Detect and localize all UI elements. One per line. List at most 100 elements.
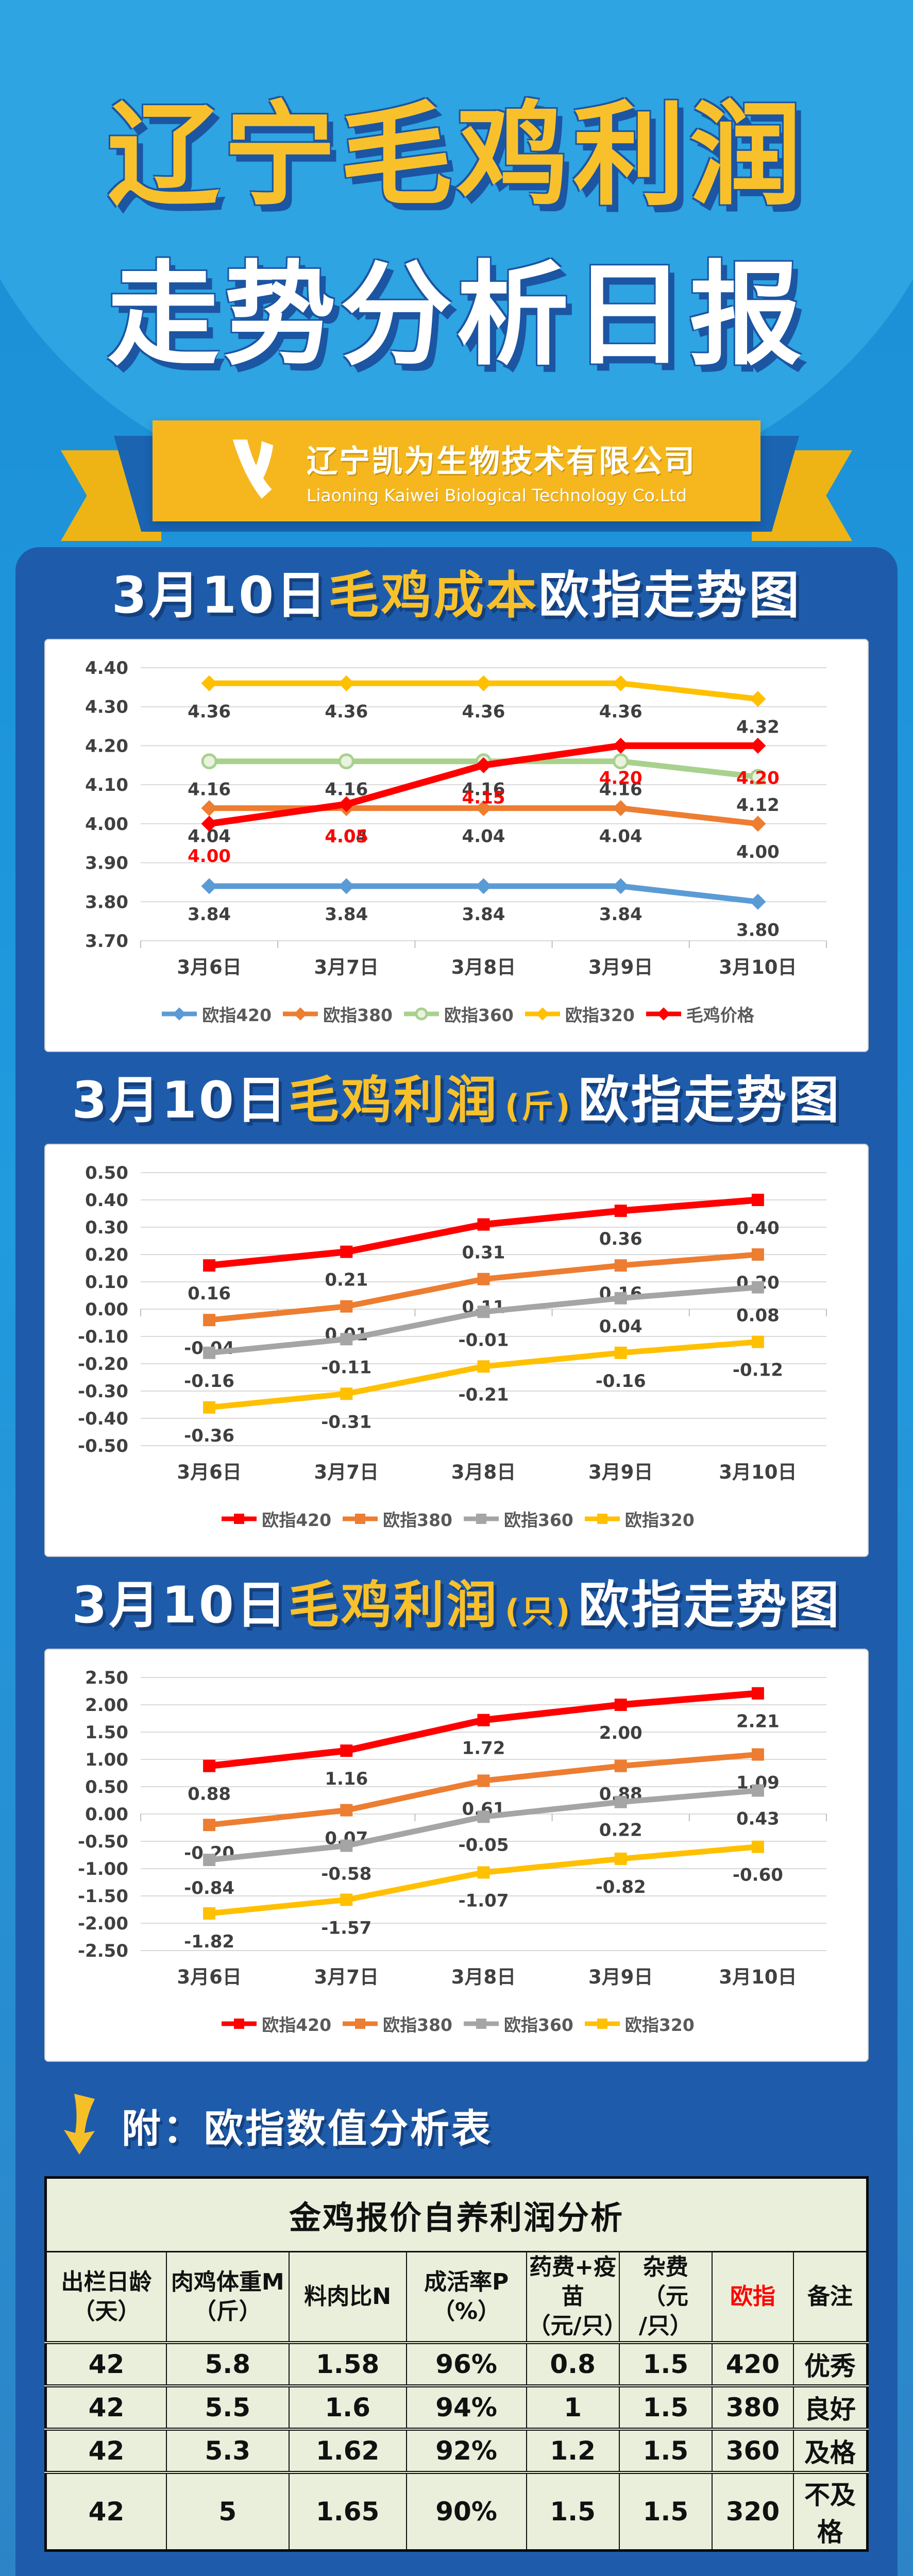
svg-text:4.00: 4.00	[736, 842, 780, 862]
svg-text:3.84: 3.84	[325, 904, 368, 925]
heading-prefix: 3月10日	[111, 566, 329, 625]
svg-text:1.72: 1.72	[462, 1738, 505, 1759]
table-row: 42 5.5 1.6 94% 1 1.5 380 良好	[45, 2385, 868, 2431]
svg-text:4.16: 4.16	[462, 779, 505, 800]
svg-text:-0.10: -0.10	[78, 1327, 128, 1347]
svg-text:-0.11: -0.11	[321, 1357, 371, 1378]
svg-text:4.36: 4.36	[599, 701, 643, 722]
line-chart-svg: 4.40 4.30 4.20 4.10 4.00 3.90 3.80 3.70 3月6日 3月7日…	[85, 658, 827, 978]
poster-title: 辽宁毛鸡利润 走势分析日报	[0, 76, 913, 395]
svg-text:4.30: 4.30	[85, 697, 128, 718]
legend-marker-icon	[343, 2019, 378, 2029]
heading-unit: (只)	[504, 1592, 572, 1630]
svg-text:-0.21: -0.21	[459, 1384, 509, 1405]
chart-plot-area: 0.50 0.40 0.30 0.20 0.10 0.00 -0.10 -0.20 -0.30 -…	[50, 1151, 863, 1497]
legend-item: 欧指380	[340, 1506, 452, 1531]
heading-unit: (斤)	[504, 1088, 572, 1125]
table-cell: 1.5	[618, 2342, 713, 2387]
column-header: 成活率P （%）	[405, 2251, 527, 2344]
table-cell: 1.5	[526, 2472, 620, 2551]
legend-item: 欧指420	[218, 2011, 331, 2036]
svg-text:-0.40: -0.40	[78, 1409, 128, 1429]
section-heading-cost-chart: 3月10日毛鸡成本欧指走势图	[15, 565, 898, 626]
table-row: 42 5.8 1.58 96% 0.8 1.5 420 优秀	[45, 2342, 868, 2387]
svg-text:0.00: 0.00	[85, 1299, 128, 1320]
svg-text:4.36: 4.36	[325, 701, 368, 722]
table-cell: 96%	[405, 2342, 527, 2387]
table-cell: 1.2	[526, 2429, 620, 2474]
analysis-table-body: 42 5.8 1.58 96% 0.8 1.5 420 优秀 42 5.5 1.6 94% 1 1.5 38…	[45, 2342, 868, 2551]
svg-text:0.21: 0.21	[325, 1270, 368, 1291]
column-header: 出栏日龄 （天）	[45, 2251, 167, 2344]
svg-text:-0.16: -0.16	[184, 1371, 234, 1392]
legend-item: 欧指320	[522, 1002, 635, 1026]
svg-text:2.21: 2.21	[736, 1711, 780, 1732]
heading-suffix: 欧指走势图	[578, 1071, 841, 1130]
svg-text:0.40: 0.40	[85, 1190, 128, 1211]
svg-text:0.10: 0.10	[85, 1272, 128, 1293]
legend-item: 欧指320	[582, 1506, 695, 1531]
line-chart-svg: 0.50 0.40 0.30 0.20 0.10 0.00 -0.10 -0.20 -0.30 -…	[78, 1163, 827, 1483]
legend-label: 欧指420	[262, 2015, 332, 2035]
svg-text:-0.84: -0.84	[184, 1878, 234, 1899]
poster-title-line2: 走势分析日报	[107, 250, 806, 381]
heading-prefix: 3月10日	[72, 1071, 289, 1130]
content-panel: 3月10日毛鸡成本欧指走势图 4.40 4.30 4.20 4.10 4.00 3.90 3…	[15, 547, 898, 2576]
svg-text:3月6日: 3月6日	[177, 1966, 242, 1988]
svg-text:0.43: 0.43	[736, 1808, 780, 1829]
svg-text:-0.36: -0.36	[184, 1426, 234, 1446]
svg-text:-0.82: -0.82	[596, 1877, 646, 1897]
svg-text:3.84: 3.84	[599, 904, 643, 925]
legend-item: 毛鸡价格	[643, 1002, 754, 1026]
svg-text:-0.31: -0.31	[321, 1412, 371, 1432]
svg-text:3.80: 3.80	[85, 892, 128, 912]
company-name-en: Liaoning Kaiwei Biological Technology Co…	[307, 485, 687, 505]
legend-item: 欧指420	[218, 1506, 331, 1531]
svg-text:4.04: 4.04	[325, 826, 368, 847]
svg-text:-0.20: -0.20	[78, 1354, 128, 1375]
heading-highlight: 毛鸡成本	[328, 566, 539, 625]
table-cell: 90%	[405, 2472, 527, 2551]
legend-marker-icon	[646, 1007, 681, 1021]
table-cell: 42	[45, 2472, 167, 2551]
table-cell: 42	[45, 2342, 167, 2387]
legend-item: 欧指360	[401, 1002, 514, 1026]
table-title: 金鸡报价自养利润分析	[45, 2177, 868, 2252]
svg-text:3.70: 3.70	[85, 931, 128, 952]
svg-text:4.10: 4.10	[85, 775, 128, 795]
svg-text:0.40: 0.40	[736, 1218, 780, 1239]
svg-text:4.04: 4.04	[462, 826, 505, 847]
legend-label: 欧指320	[624, 2015, 695, 2035]
svg-text:3月9日: 3月9日	[588, 1966, 653, 1988]
svg-text:4.20: 4.20	[736, 768, 780, 788]
column-header: 杂费（元 /只）	[618, 2251, 713, 2344]
svg-text:4.16: 4.16	[188, 779, 231, 800]
svg-text:0.22: 0.22	[599, 1820, 643, 1841]
svg-text:3月9日: 3月9日	[588, 1461, 653, 1483]
legend-marker-icon	[222, 2019, 257, 2029]
legend-label: 欧指380	[383, 1510, 452, 1530]
svg-text:3月8日: 3月8日	[451, 1966, 516, 1988]
svg-text:-0.60: -0.60	[733, 1865, 783, 1886]
svg-text:3月6日: 3月6日	[177, 956, 242, 978]
arrow-down-icon	[59, 2094, 104, 2157]
table-cell: 1.5	[618, 2472, 713, 2551]
poster-title-line1: 辽宁毛鸡利润	[107, 91, 806, 221]
svg-text:-2.00: -2.00	[78, 1913, 128, 1934]
svg-text:0.16: 0.16	[188, 1283, 231, 1304]
svg-text:0.50: 0.50	[85, 1777, 128, 1798]
svg-text:-0.58: -0.58	[321, 1863, 371, 1884]
legend-label: 欧指360	[504, 2015, 573, 2035]
svg-text:0.20: 0.20	[85, 1245, 128, 1265]
svg-text:-2.50: -2.50	[78, 1941, 128, 1961]
svg-text:0.00: 0.00	[85, 1804, 128, 1825]
column-header: 料肉比N	[288, 2251, 407, 2344]
svg-text:4.36: 4.36	[462, 701, 505, 722]
legend-label: 毛鸡价格	[686, 1005, 754, 1025]
legend-item: 欧指380	[280, 1002, 393, 1026]
legend-label: 欧指360	[504, 1510, 573, 1530]
svg-text:3月8日: 3月8日	[451, 956, 516, 978]
svg-text:-1.82: -1.82	[184, 1931, 234, 1952]
svg-text:0.04: 0.04	[599, 1316, 643, 1337]
